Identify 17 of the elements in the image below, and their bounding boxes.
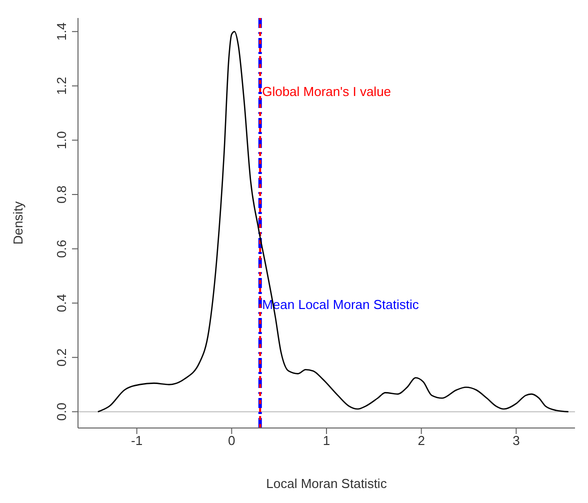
y-tick-label: 0.0 — [54, 402, 69, 421]
y-tick-label: 0.8 — [54, 185, 69, 204]
y-tick-label: 0.4 — [54, 294, 69, 312]
x-axis-title: Local Moran Statistic — [266, 476, 388, 491]
y-tick-label: 1.4 — [54, 22, 69, 41]
x-tick-label: -1 — [131, 433, 143, 448]
y-tick-label: 1.0 — [54, 131, 69, 150]
x-tick-label: 1 — [322, 433, 330, 448]
y-tick-label: 0.2 — [54, 348, 69, 366]
x-tick-label: 2 — [418, 433, 425, 448]
ref-line-label: Global Moran's I value — [262, 84, 392, 99]
y-axis-title: Density — [10, 200, 26, 245]
x-tick-label: 3 — [512, 433, 520, 448]
line-series — [97, 30, 570, 412]
x-tick-label: 0 — [228, 433, 236, 448]
y-tick-label: 0.6 — [54, 240, 69, 258]
y-tick-label: 1.2 — [54, 76, 69, 95]
